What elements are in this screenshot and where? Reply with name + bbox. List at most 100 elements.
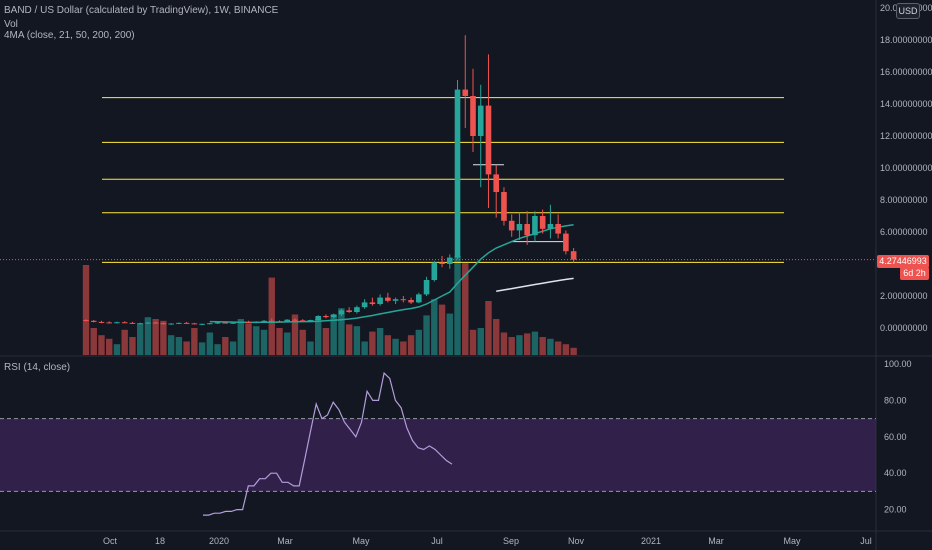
price-tick-label: 12.00000000 <box>880 131 932 141</box>
candle-body <box>446 257 453 264</box>
candle-body <box>431 262 438 280</box>
candle-body <box>369 302 376 304</box>
volume-bar <box>191 328 198 355</box>
candle-body <box>253 321 260 323</box>
candle-body <box>323 316 329 318</box>
ma-fast-line <box>209 224 574 324</box>
volume-bar <box>214 344 221 355</box>
candle-body <box>539 216 546 229</box>
time-tick-label: Mar <box>277 536 293 546</box>
volume-bar <box>121 329 128 355</box>
volume-bar <box>423 315 430 355</box>
volume-bar <box>160 320 167 355</box>
volume-bar <box>144 317 152 355</box>
candle-body <box>454 89 461 258</box>
rsi-tick-label: 40.00 <box>884 468 907 478</box>
candle-body <box>207 323 213 325</box>
candle-body <box>532 216 538 236</box>
candle-body <box>385 297 391 301</box>
price-tick-label: 2.00000000 <box>880 291 928 301</box>
last-price-tag: 4.27446993 <box>877 255 929 268</box>
volume-bar <box>315 319 322 355</box>
volume-bar <box>400 341 407 355</box>
time-tick-label: May <box>783 536 801 546</box>
price-tick-label: 18.00000000 <box>880 35 932 45</box>
volume-bar <box>353 326 361 355</box>
candle-body <box>307 320 314 321</box>
volume-bar <box>562 344 570 355</box>
volume-bar <box>167 335 175 355</box>
candle-body <box>145 322 151 324</box>
price-tick-label: 10.00000000 <box>880 163 932 173</box>
ma-slow-line <box>496 277 574 292</box>
volume-bar <box>299 329 306 355</box>
candle-body <box>245 321 252 323</box>
time-tick-label: Jul <box>860 536 872 546</box>
candle-body <box>416 294 422 303</box>
candle-body <box>400 299 407 301</box>
volume-bar <box>260 329 268 355</box>
candle-body <box>106 322 113 324</box>
candle-body <box>261 320 267 322</box>
volume-bar <box>136 323 144 355</box>
volume-bar <box>113 344 121 355</box>
candle-body <box>160 323 167 325</box>
candle-body <box>439 262 445 264</box>
time-tick-label: 18 <box>155 536 165 546</box>
time-tick-label: 2020 <box>209 536 229 546</box>
candle-body <box>330 314 337 318</box>
candle-body <box>222 322 229 324</box>
candle-body <box>114 322 120 324</box>
volume-bar <box>438 304 446 355</box>
volume-bar <box>322 328 330 355</box>
volume-legend: Vol <box>4 19 18 30</box>
volume-bar <box>554 341 562 355</box>
volume-bar <box>206 332 214 355</box>
rsi-legend: RSI (14, close) <box>4 362 71 373</box>
rsi-tick-label: 100.00 <box>884 359 912 369</box>
candle-body <box>477 105 484 136</box>
candle-body <box>230 322 236 324</box>
chart-title-legend: BAND / US Dollar (calculated by TradingV… <box>4 5 279 16</box>
rsi-tick-label: 20.00 <box>884 505 907 515</box>
volume-bar <box>431 299 438 355</box>
volume-bar <box>245 323 252 355</box>
volume-bar <box>547 338 554 355</box>
candle-body <box>98 321 105 323</box>
volume-bar <box>384 335 392 355</box>
volume-bar <box>392 338 399 355</box>
candle-body <box>570 251 577 260</box>
candle-body <box>408 300 414 303</box>
volume-bar <box>523 333 531 355</box>
volume-bar <box>446 313 453 355</box>
candle-body <box>284 319 291 322</box>
candle-body <box>176 322 182 324</box>
volume-bar <box>82 265 90 355</box>
volume-bar <box>570 347 577 355</box>
volume-bar <box>229 341 237 355</box>
rsi-tick-label: 80.00 <box>884 395 907 405</box>
volume-bar <box>516 335 523 355</box>
candle-body <box>168 323 174 325</box>
price-tick-label: 14.00000000 <box>880 99 932 109</box>
candle-body <box>183 322 190 324</box>
candle-body <box>346 310 352 312</box>
candle-body <box>268 320 275 322</box>
volume-bar <box>376 328 384 355</box>
price-tick-label: 6.00000000 <box>880 227 928 237</box>
candle-body <box>292 319 298 321</box>
rsi-band <box>0 418 876 492</box>
volume-bar <box>477 328 484 355</box>
volume-bar <box>129 337 136 355</box>
candle-countdown-tag: 6d 2h <box>900 267 929 280</box>
candle-body <box>555 224 561 234</box>
time-tick-label: May <box>352 536 370 546</box>
candle-body <box>199 323 205 325</box>
candle-body <box>493 174 500 192</box>
volume-bar <box>291 314 299 355</box>
ma-legend: 4MA (close, 21, 50, 200, 200) <box>4 30 135 41</box>
candle-body <box>563 233 569 252</box>
volume-bar <box>407 335 415 355</box>
currency-button[interactable]: USD <box>896 3 920 19</box>
